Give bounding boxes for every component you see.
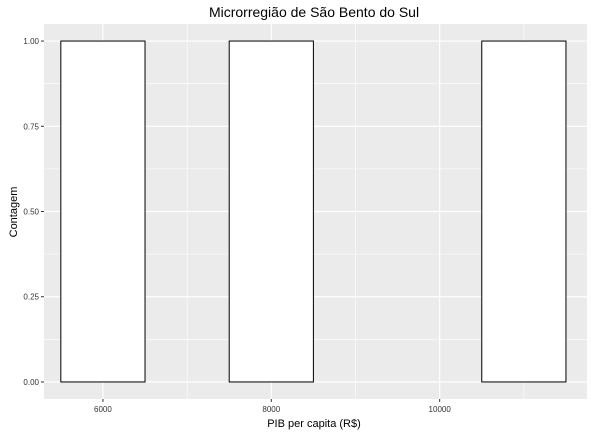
x-axis-ticks: 6000 8000 10000 [94, 399, 451, 414]
y-tick-label: 0.25 [23, 293, 39, 302]
y-tick-label: 0.75 [23, 122, 39, 131]
y-tick-label: 1.00 [23, 37, 39, 46]
histogram-bar [60, 40, 146, 383]
y-tick-label: 0.50 [23, 208, 39, 217]
x-tick-label: 6000 [94, 405, 112, 414]
chart-title: Microrregião de São Bento do Sul [209, 4, 419, 20]
x-tick-label: 8000 [262, 405, 280, 414]
x-axis-label: PIB per capita (R$) [267, 418, 361, 430]
y-tick-label: 0.00 [23, 378, 39, 387]
y-axis-label: Contagem [8, 187, 20, 238]
y-axis-ticks: 0.00 0.25 0.50 0.75 1.00 [23, 37, 44, 387]
histogram-bars [60, 40, 567, 383]
histogram-bar [228, 40, 314, 383]
histogram-bar [481, 40, 567, 383]
x-tick-label: 10000 [429, 405, 452, 414]
